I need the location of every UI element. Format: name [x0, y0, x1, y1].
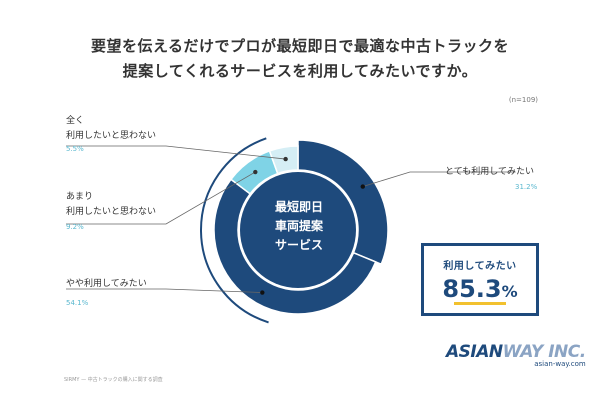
logo-main-light: WAY INC.	[502, 342, 587, 362]
slice-pct-little: 9.2%	[66, 223, 84, 231]
chart-title-line2: 提案してくれるサービスを利用してみたいですか。	[122, 62, 478, 80]
summary-label: 利用してみたい	[443, 261, 517, 272]
slice-label-little: あまり 利用したいと思わない	[66, 190, 156, 220]
donut-center-disk	[240, 172, 356, 288]
slice-label-none-line2: 利用したいと思わない	[66, 131, 157, 141]
slice-pct-somewhat: 54.1%	[66, 299, 89, 307]
slice-label-none: 全く 利用したいと思わない	[66, 114, 156, 144]
leader-very-willing-dot	[360, 184, 365, 189]
center-text-line3: サービス	[274, 238, 323, 252]
slice-label-little-line1: あまり	[66, 192, 94, 202]
logo-main-dark: ASIAN	[446, 342, 503, 362]
slice-label-none-line1: 全く	[66, 116, 85, 126]
slice-very-willing	[297, 139, 389, 266]
summary-callout: 利用してみたい 85.3%	[421, 243, 539, 316]
leader-not-at-all	[66, 145, 286, 160]
sample-size-label: (n=109)	[508, 96, 538, 104]
slice-somewhat-willing	[213, 178, 377, 315]
leader-somewhat-willing	[66, 288, 263, 293]
summary-unit: %	[501, 282, 518, 301]
center-text-line1: 最短即日	[274, 200, 323, 214]
chart-title: 要望を伝えるだけでプロが最短即日で最適な中古トラックを 提案してくれるサービスを…	[0, 34, 600, 84]
leader-little-unwilling-dot	[253, 169, 258, 175]
summary-value: 85.3%	[424, 275, 536, 306]
donut-outer-ring	[200, 137, 269, 324]
leader-little-unwilling	[66, 171, 256, 225]
slice-label-very: とても利用してみたい	[445, 167, 535, 177]
leader-not-at-all-dot	[283, 156, 288, 162]
logo-wordmark: ASIANWAY INC.	[446, 343, 586, 361]
summary-number: 85.3	[442, 275, 502, 303]
leader-somewhat-willing-dot	[260, 290, 265, 295]
logo-url: asian-way.com	[534, 360, 586, 368]
leader-very-willing	[362, 171, 515, 187]
slice-pct-none: 5.5%	[66, 145, 84, 153]
summary-underline	[454, 302, 506, 305]
donut-center-text: 最短即日 車両提案 サービス	[244, 198, 354, 255]
source-note: SIRMY — 中古トラックの購入に関する調査	[64, 377, 163, 383]
chart-title-line1: 要望を伝えるだけでプロが最短即日で最適な中古トラックを	[90, 37, 510, 55]
company-logo: ASIANWAY INC. asian-way.com	[446, 343, 586, 368]
slice-label-little-line2: 利用したいと思わない	[66, 207, 157, 217]
slice-label-somewhat: やや利用してみたい	[66, 279, 147, 289]
slice-pct-very: 31.2%	[515, 183, 538, 191]
center-text-line2: 車両提案	[274, 219, 323, 233]
